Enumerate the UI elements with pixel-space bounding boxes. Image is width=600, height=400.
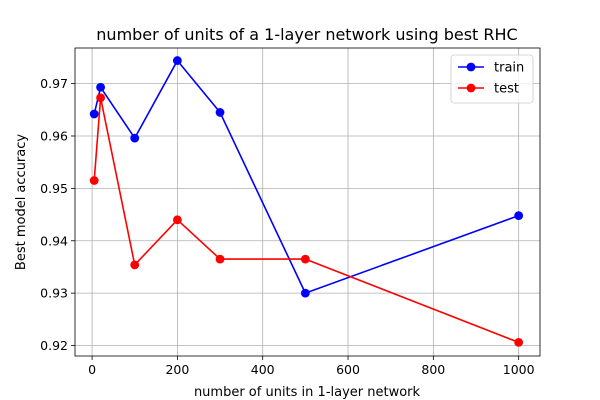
y-tick-label: 0.93 xyxy=(40,286,68,301)
y-tick-label: 0.94 xyxy=(40,233,68,248)
x-tick-label: 0 xyxy=(88,362,96,377)
data-point xyxy=(172,215,182,225)
x-axis-label: number of units in 1-layer network xyxy=(194,385,421,400)
x-tick-label: 800 xyxy=(421,362,445,377)
chart-title: number of units of a 1-layer network usi… xyxy=(96,25,517,44)
data-point xyxy=(89,176,99,185)
plot-frame xyxy=(74,47,541,357)
legend-label: test xyxy=(494,82,519,97)
series-layer xyxy=(89,56,524,347)
legend-label: train xyxy=(494,61,524,76)
data-point xyxy=(89,109,99,119)
x-tick-label: 600 xyxy=(336,362,360,377)
legend-marker xyxy=(466,62,476,72)
y-tick-label: 0.95 xyxy=(40,181,68,196)
data-point xyxy=(172,56,182,65)
y-tick-label: 0.92 xyxy=(40,338,68,353)
series-test xyxy=(89,93,524,347)
data-point xyxy=(96,82,105,92)
tick-layer: 0 200 400 600 800 1000 0.92 0.93 0.94 0.95 0.96 0.9… xyxy=(40,76,534,377)
x-tick-label: 400 xyxy=(251,362,275,377)
y-tick-label: 0.97 xyxy=(40,76,68,91)
data-point xyxy=(514,337,524,347)
data-point xyxy=(215,254,225,264)
legend-item-test: test xyxy=(458,82,519,97)
x-tick-label: 200 xyxy=(165,362,189,377)
data-point xyxy=(514,211,524,221)
y-tick-label: 0.96 xyxy=(40,129,68,144)
data-point xyxy=(300,254,310,264)
data-point xyxy=(130,133,140,143)
legend: train test xyxy=(450,54,534,104)
series-train xyxy=(89,56,524,298)
data-point xyxy=(300,288,310,298)
legend-item-train: train xyxy=(458,61,524,76)
data-point xyxy=(215,108,225,117)
data-point xyxy=(96,93,105,103)
data-point xyxy=(130,260,140,270)
y-axis-label: Best model accuracy xyxy=(14,134,29,270)
legend-marker xyxy=(466,83,476,93)
x-tick-label: 1000 xyxy=(503,362,535,377)
